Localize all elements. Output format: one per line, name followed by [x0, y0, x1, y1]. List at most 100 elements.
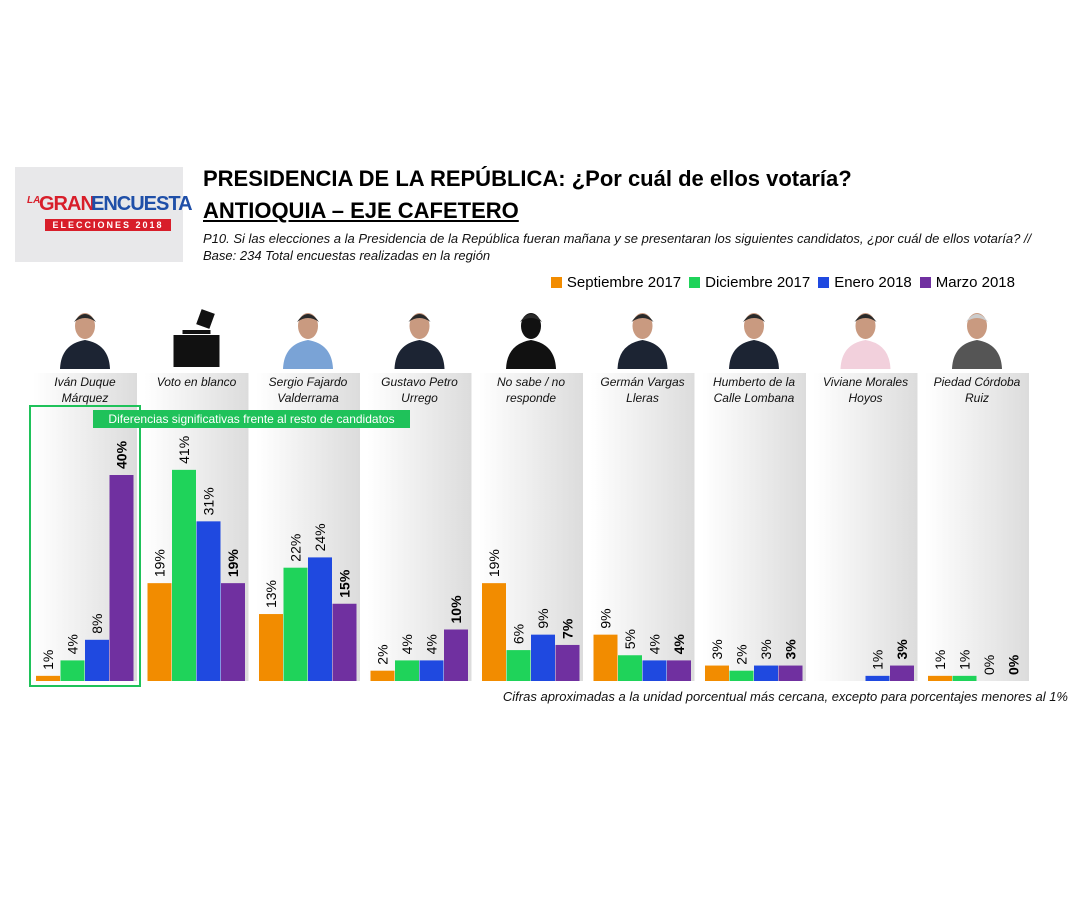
category-label: Voto en blanco — [156, 375, 237, 389]
photo-body — [394, 340, 445, 369]
value-label: 3% — [783, 639, 799, 660]
bar — [618, 655, 642, 681]
bar — [667, 660, 691, 681]
value-label: 6% — [511, 624, 527, 644]
logo-brand: GRAN — [39, 193, 95, 215]
bar — [60, 660, 85, 681]
category-label: Humberto de la Calle Lombana — [712, 375, 796, 405]
photo-hair — [631, 314, 654, 322]
value-label: 22% — [288, 534, 304, 562]
value-label: 1% — [932, 650, 948, 670]
value-label: 19% — [225, 549, 241, 578]
value-label: 4% — [671, 634, 687, 655]
photo-head — [521, 313, 541, 339]
value-label: 0% — [1006, 654, 1022, 675]
legend-item: Marzo 2018 — [919, 274, 1015, 291]
bar — [642, 660, 667, 681]
bar — [221, 583, 245, 681]
category-label: No sabe / no responde — [496, 375, 566, 405]
value-label: 1% — [957, 650, 973, 670]
value-label: 4% — [647, 634, 663, 654]
category-label: Gustavo Petro Urrego — [381, 375, 458, 405]
category-label: Viviane Morales Hoyos — [822, 375, 909, 405]
value-label: 24% — [312, 523, 328, 551]
category-label: Piedad Córdoba Ruiz — [933, 375, 1021, 405]
bar — [419, 660, 444, 681]
legend-swatch — [818, 276, 830, 288]
value-label: 2% — [734, 644, 750, 664]
photo-body — [952, 340, 1002, 369]
category-label: Germán Vargas Lleras — [600, 375, 685, 405]
bar — [259, 614, 283, 681]
photo-hair — [297, 314, 319, 322]
photo-head — [967, 313, 987, 339]
category-label: Iván Duque Márquez — [54, 375, 116, 405]
logo: LA GRAN ENCUESTA ELECCIONES 2018 — [15, 167, 193, 262]
value-label: 3% — [894, 639, 910, 660]
value-label: 15% — [337, 569, 353, 598]
value-label: 19% — [486, 549, 502, 577]
photo-head — [409, 313, 430, 339]
bar — [147, 583, 172, 681]
photo-body — [506, 340, 556, 369]
bar — [172, 469, 196, 681]
value-label: 9% — [598, 608, 614, 628]
photo-hair — [854, 314, 877, 322]
bar — [506, 650, 531, 681]
legend-label: Diciembre 2017 — [705, 273, 811, 291]
legend-swatch — [919, 276, 931, 288]
logo-brand: ENCUESTA — [91, 193, 193, 215]
photo-hair — [408, 314, 431, 322]
bar — [729, 670, 754, 681]
photo-hair — [743, 314, 765, 322]
value-label: 8% — [89, 614, 105, 634]
photo-body — [840, 340, 891, 369]
value-label: 4% — [65, 634, 81, 654]
value-label: 19% — [152, 549, 168, 577]
category-label: Sergio Fajardo Valderrama — [268, 375, 348, 405]
value-label: 4% — [399, 634, 415, 654]
bar — [332, 603, 357, 681]
legend-label: Enero 2018 — [834, 273, 912, 291]
chart-subtitle: ANTIOQUIA – EJE CAFETERO — [203, 198, 519, 223]
value-label: 3% — [758, 639, 774, 659]
logo-pre: LA — [27, 195, 41, 206]
photo-head — [298, 313, 318, 339]
bar — [85, 639, 109, 681]
legend-swatch — [550, 276, 562, 288]
bar — [283, 567, 308, 681]
bar — [36, 675, 60, 681]
photo-head — [744, 313, 764, 339]
bar — [395, 660, 419, 681]
bar — [444, 629, 468, 681]
bar — [705, 665, 729, 681]
bar — [890, 665, 914, 681]
value-label: 40% — [114, 440, 130, 469]
note: Cifras aproximadas a la unidad porcentua… — [502, 689, 1068, 704]
photo-head — [632, 313, 653, 339]
panel — [813, 373, 918, 681]
photo-body — [617, 340, 668, 369]
legend-item: Diciembre 2017 — [689, 274, 810, 291]
value-label: 41% — [176, 436, 192, 464]
bar — [754, 665, 778, 681]
panel — [925, 373, 1029, 681]
photo-hair — [966, 314, 988, 322]
bar — [952, 675, 977, 681]
bar — [778, 665, 803, 681]
panel — [702, 373, 806, 681]
bar — [109, 475, 134, 681]
icon — [173, 335, 220, 367]
value-label: 2% — [375, 644, 391, 664]
value-label: 1% — [870, 650, 886, 670]
legend: Septiembre 2017 Diciembre 2017 Enero 2018 M… — [550, 272, 1015, 292]
bar — [370, 670, 395, 681]
chart-title: PRESIDENCIA DE LA REPÚBLICA: ¿Por cuál d… — [203, 166, 852, 191]
icon — [196, 309, 215, 329]
highlight-label: Diferencias significativas frente al res… — [93, 410, 410, 428]
value-label: 9% — [535, 608, 551, 628]
legend-item: Enero 2018 — [818, 274, 912, 291]
value-label: 10% — [448, 595, 464, 624]
